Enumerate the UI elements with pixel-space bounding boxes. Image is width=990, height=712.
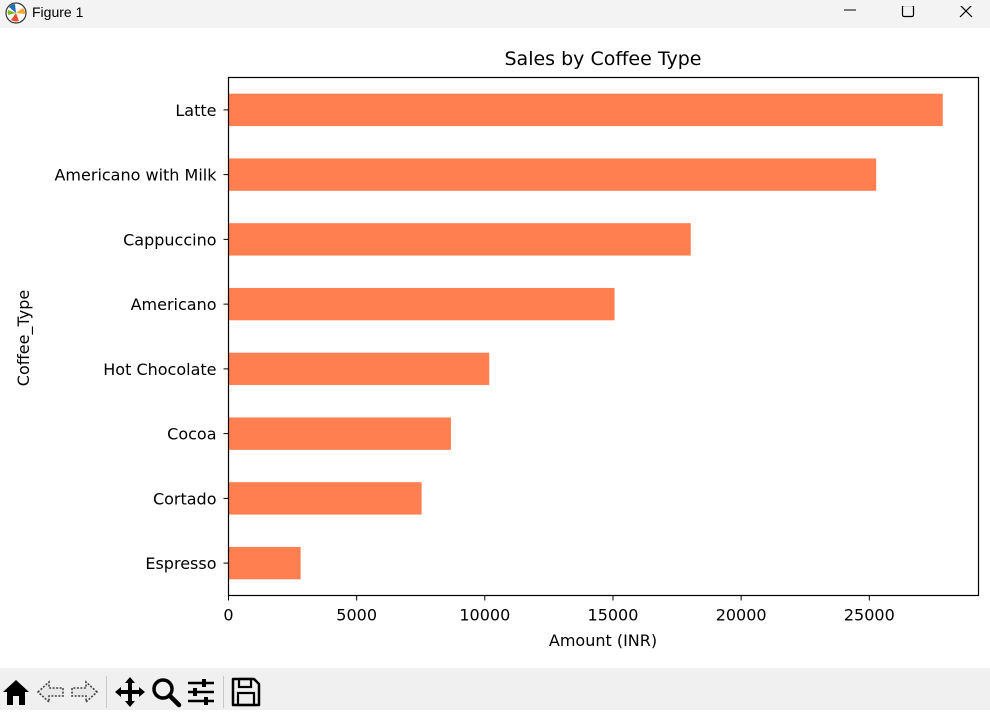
bar-latte (228, 93, 943, 127)
pan-icon (115, 677, 145, 707)
x-tick-label: 5000 (336, 606, 377, 625)
figure-canvas[interactable]: Sales by Coffee Type Latte Americano with… (0, 28, 990, 668)
y-tick-label: Latte (175, 101, 216, 120)
x-tick-label: 10000 (459, 606, 510, 625)
maximize-icon (901, 6, 915, 18)
zoom-icon (152, 678, 182, 708)
title-bar: Figure 1 (0, 0, 990, 28)
save-icon (231, 677, 261, 707)
y-tick-label: Cocoa (167, 425, 216, 444)
maximize-button[interactable] (885, 0, 931, 28)
zoom-button[interactable] (150, 676, 182, 708)
x-tick-label: 25000 (844, 606, 895, 625)
bar-chart: Sales by Coffee Type Latte Americano with… (14, 48, 980, 650)
matplotlib-logo-icon (5, 2, 27, 24)
y-tick-label: Americano (131, 295, 217, 314)
forward-button[interactable] (68, 676, 100, 708)
bar-americano-with-milk (228, 158, 877, 191)
bar-cocoa (228, 417, 451, 450)
y-tick-label: Americano with Milk (54, 166, 217, 185)
y-tick-label: Hot Chocolate (103, 360, 216, 379)
bar-hot-chocolate (228, 352, 490, 386)
y-axis-label: Coffee_Type (14, 290, 34, 386)
x-axis-label: Amount (INR) (549, 631, 657, 650)
y-tick-label: Cappuccino (123, 230, 216, 249)
configure-icon (188, 679, 214, 705)
back-icon (36, 680, 64, 704)
bar-cappuccino (228, 223, 691, 256)
toolbar-separator (223, 676, 224, 708)
chart-title: Sales by Coffee Type (505, 48, 702, 70)
pan-button[interactable] (114, 676, 146, 708)
x-tick-label: 15000 (588, 606, 639, 625)
minimize-icon (844, 9, 856, 11)
axes-frame (227, 76, 980, 597)
forward-icon (71, 680, 99, 704)
x-tick-label: 20000 (716, 606, 767, 625)
back-button[interactable] (35, 676, 67, 708)
y-ticks-group: Latte Americano with Milk Cappuccino Americ… (54, 101, 229, 573)
bar-cortado (228, 482, 422, 515)
minimize-button[interactable] (827, 0, 873, 28)
y-tick-label: Cortado (153, 489, 217, 508)
home-button[interactable] (0, 676, 32, 708)
save-button[interactable] (230, 676, 262, 708)
navigation-toolbar (0, 668, 990, 710)
close-button[interactable] (944, 0, 990, 28)
x-tick-label: 0 (223, 606, 233, 625)
bar-espresso (228, 546, 301, 580)
home-icon (3, 680, 29, 705)
configure-subplots-button[interactable] (185, 676, 217, 708)
bar-americano (228, 287, 615, 321)
close-icon (959, 6, 973, 18)
window-title: Figure 1 (32, 4, 84, 20)
toolbar-separator (106, 676, 107, 708)
x-ticks-group: 0 5000 10000 15000 20000 25000 (223, 595, 895, 625)
y-tick-label: Espresso (145, 554, 216, 573)
bars-group (228, 93, 943, 580)
